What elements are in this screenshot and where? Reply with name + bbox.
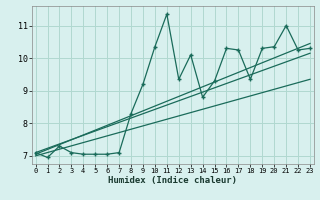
- X-axis label: Humidex (Indice chaleur): Humidex (Indice chaleur): [108, 176, 237, 185]
